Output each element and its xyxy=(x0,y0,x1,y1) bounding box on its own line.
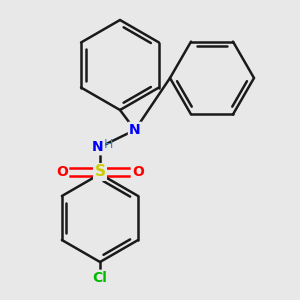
Text: Cl: Cl xyxy=(93,271,107,285)
Text: O: O xyxy=(56,165,68,179)
Text: O: O xyxy=(132,165,144,179)
Text: N: N xyxy=(92,140,104,154)
Text: H: H xyxy=(104,139,113,152)
Text: S: S xyxy=(94,164,106,179)
Text: N: N xyxy=(129,123,141,137)
